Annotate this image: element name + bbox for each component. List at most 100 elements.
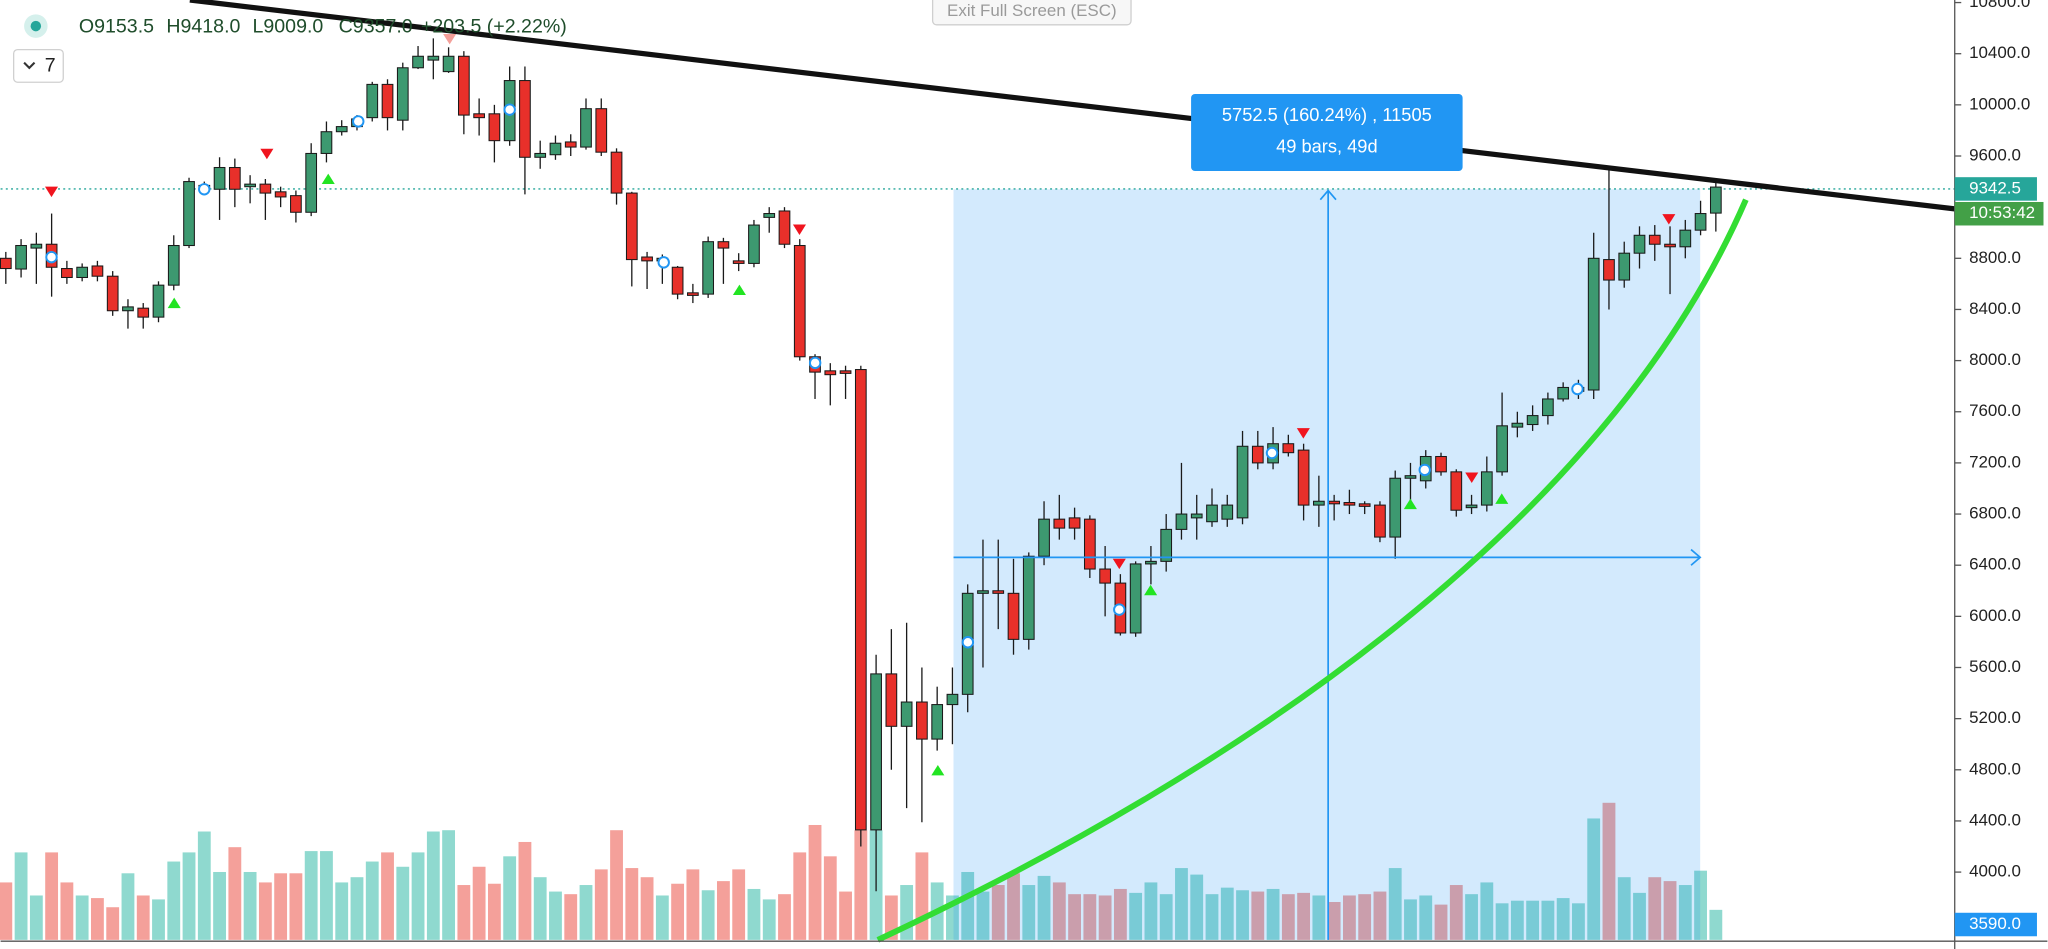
circle-markers [45,103,1584,649]
circle-marker [1418,463,1431,477]
price-label: 9342.5 [1969,178,2021,197]
exit-fullscreen-button[interactable] [931,0,1132,26]
volume-bar [335,882,349,940]
candle-body [183,181,195,247]
volume-bar [717,881,730,940]
volume-bar [579,885,593,940]
volume-bar [1572,903,1585,940]
volume-bar [701,890,715,940]
candle-body [1007,592,1020,640]
volume-bar [75,895,89,940]
volume-bar [1297,892,1311,940]
y-tick-label: 5200.0 [1969,708,2021,727]
volume-bar [732,869,746,940]
candle-body [732,260,745,264]
candle-body [1404,475,1417,479]
candle-body [519,80,531,158]
candle-body [442,55,455,73]
indicator-toggle[interactable] [12,48,64,83]
candle-body [824,370,837,376]
candle-body [1480,471,1493,506]
candle-body [1465,504,1478,509]
y-tick-label: 10800.0 [1969,0,2030,11]
volume-bar [549,891,562,940]
circle-marker [352,115,365,128]
volume-bar [1159,894,1173,940]
volume-bar [1648,877,1662,940]
volume-bar [136,895,150,940]
candle-body [106,275,119,312]
volume-bar [1129,892,1143,940]
y-tick-label: 8400.0 [1969,299,2021,318]
volume-bar [518,841,532,940]
volume-bar [610,830,623,940]
growth-curve [876,198,1749,943]
candle-body [1587,257,1600,391]
volume-bar [1678,885,1692,940]
y-tick-label: 5600.0 [1969,657,2021,676]
buy-marker [1144,584,1158,596]
volume-bar [213,871,226,940]
volume-bar [274,873,288,940]
candle-body [1328,500,1341,505]
candle-body [1664,243,1676,248]
volume-bar [197,831,211,940]
volume-bar [14,852,28,940]
volume-bar [686,869,700,940]
circle-marker [657,256,670,269]
candle-body [1206,504,1218,523]
y-tick-label: 8000.0 [1969,350,2021,369]
volume-bar [1281,894,1295,940]
y-tick-label: 9600.0 [1969,145,2021,164]
candle-body [228,166,241,190]
candle-body [671,266,684,295]
volume-bar [778,894,791,940]
y-tick-label: 6400.0 [1969,555,2021,574]
candle-body [931,704,944,740]
sell-marker [260,148,274,160]
volume-bar [320,851,333,940]
candle-body [137,307,150,318]
y-tick-label: 7600.0 [1969,401,2021,420]
volume-bar [1220,887,1234,940]
candle-body [427,55,440,61]
volume-bar [1236,890,1249,940]
buy-marker [931,764,945,776]
volume-bar [1190,874,1204,940]
candle-body [1251,445,1264,464]
volume-bar [564,894,578,940]
candle-body [885,673,898,727]
candle-body [473,113,485,119]
volume-bar [1495,903,1509,940]
candle-body [595,108,608,153]
volume-bar [1373,891,1387,940]
candle-body [1603,259,1615,281]
candle-body [1160,528,1173,562]
candle-body [916,701,928,740]
volume-bar [839,891,852,940]
candle-body [1496,425,1508,473]
volume-bar [1480,882,1494,940]
volume-bar [1617,877,1631,940]
candle-body [320,131,333,154]
volume-bar [1663,881,1677,940]
candle-body [412,55,424,69]
volume-bar [1007,873,1020,940]
candle-body [793,244,806,358]
volume-bar [106,907,120,940]
volume-bar [915,852,929,940]
volume-layer [0,802,1723,940]
volume-bar [243,871,257,940]
volume-bar [793,852,807,940]
chevron-icon [23,61,36,70]
sell-marker [1662,214,1676,225]
volume-bar [182,852,196,940]
price-label-box [1954,912,2037,937]
buy-markers [167,173,1509,776]
volume-bar [1144,882,1158,940]
y-tick-label: 10400.0 [1969,43,2030,62]
candle-body [1068,517,1081,529]
candle-body [91,265,104,277]
